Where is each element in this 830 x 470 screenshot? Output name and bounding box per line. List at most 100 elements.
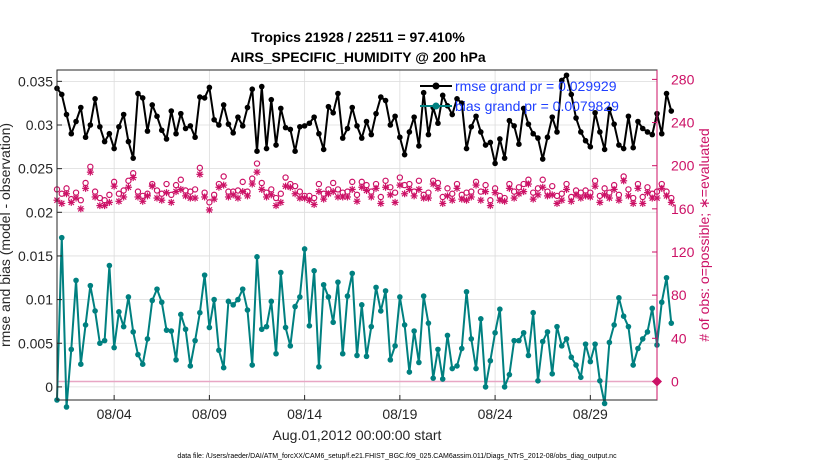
legend: rmse grand pr = 0.029929 bias grand pr =… <box>420 78 619 114</box>
evaluated-obs-marker <box>486 202 494 210</box>
evaluated-obs-stroke <box>544 192 551 199</box>
rmse-point <box>649 131 656 138</box>
bias-line <box>56 236 673 408</box>
evaluated-obs-marker <box>177 185 185 193</box>
possible-obs-marker <box>120 187 127 194</box>
rmse-point <box>325 103 332 110</box>
bias-point <box>268 298 275 305</box>
rmse-point <box>344 125 351 132</box>
bias-point <box>135 351 141 358</box>
rmse-point <box>197 94 203 100</box>
evaluated-obs-marker <box>139 197 147 205</box>
possible-obs-marker <box>415 177 423 184</box>
evaluated-obs-marker <box>396 181 404 189</box>
bias-point <box>163 327 170 333</box>
evaluated-obs-marker <box>234 194 242 202</box>
bias-point <box>392 343 398 349</box>
x-tick-label: 08/14 <box>287 406 322 422</box>
rmse-point <box>406 129 413 135</box>
evaluated-obs-marker <box>467 193 475 201</box>
evaluated-obs-stroke <box>463 197 470 204</box>
evaluated-obs-marker <box>667 198 675 206</box>
legend-bias-label: bias grand pr = 0.0079829 <box>455 98 619 114</box>
x-axis: 08/04 08/09 08/14 08/19 08/24 08/29 <box>97 395 608 422</box>
evaluated-obs-stroke <box>601 191 608 198</box>
bias-point <box>382 288 389 294</box>
evaluated-obs-stroke <box>563 186 570 193</box>
bias-point <box>644 329 651 335</box>
evaluated-obs-stroke <box>368 193 375 200</box>
bias-point <box>668 320 675 326</box>
possible-obs-marker <box>177 176 185 183</box>
rmse-point <box>192 134 198 141</box>
evaluated-obs-stroke <box>649 195 656 202</box>
rmse-point <box>216 122 222 128</box>
evaluated-obs-stroke <box>582 192 589 199</box>
rmse-point <box>473 113 479 120</box>
evaluated-obs-stroke <box>373 185 380 192</box>
evaluated-obs-marker <box>320 195 328 203</box>
possible-obs-marker <box>315 180 323 188</box>
evaluated-obs-stroke <box>458 196 465 203</box>
bias-point <box>597 377 603 384</box>
evaluated-obs-stroke <box>482 188 489 195</box>
possible-obs-marker <box>639 193 646 201</box>
evaluated-obs-marker <box>482 188 490 196</box>
evaluated-obs-stroke <box>96 202 103 209</box>
possible-obs-marker <box>549 182 556 190</box>
rmse-point <box>220 102 227 108</box>
bias-point <box>149 297 156 304</box>
evaluated-obs-stroke <box>144 192 151 199</box>
evaluated-obs-stroke <box>92 193 99 200</box>
bias-point <box>506 371 513 378</box>
evaluated-obs-stroke <box>501 198 508 205</box>
possible-obs-marker <box>272 194 280 202</box>
possible-obs-marker <box>163 180 170 188</box>
rmse-point <box>597 129 603 135</box>
rmse-point <box>482 142 489 148</box>
evaluated-obs-marker <box>524 180 532 188</box>
bias-point <box>244 307 251 313</box>
possible-obs-marker <box>106 191 113 199</box>
legend-rmse-marker <box>432 82 440 90</box>
rmse-point <box>378 94 384 100</box>
evaluated-obs-stroke <box>396 182 403 189</box>
evaluated-obs-stroke <box>606 195 613 202</box>
rmse-point <box>163 136 170 142</box>
evaluated-obs-stroke <box>344 193 351 200</box>
evaluated-obs-marker <box>277 198 285 206</box>
evaluated-obs-marker <box>229 191 237 199</box>
possible-obs-marker <box>396 174 404 181</box>
evaluated-obs-stroke <box>506 185 513 192</box>
evaluated-obs-stroke <box>296 195 303 202</box>
evaluated-obs-stroke <box>611 186 618 193</box>
evaluated-obs-marker <box>343 193 351 201</box>
evaluated-obs-marker <box>634 184 642 192</box>
evaluated-obs-stroke <box>596 199 603 206</box>
chart-title: Tropics 21928 / 22511 = 97.410% <box>251 29 465 45</box>
evaluated-obs-stroke <box>377 200 384 207</box>
rmse-point <box>625 113 632 120</box>
evaluated-obs-marker <box>120 193 128 201</box>
evaluated-obs-marker <box>353 197 361 205</box>
rmse-point <box>287 126 294 133</box>
rmse-point <box>78 104 84 111</box>
rmse-point <box>663 90 670 97</box>
bias-point <box>144 336 151 342</box>
bias-point <box>101 337 108 344</box>
rmse-point <box>539 156 546 162</box>
bias-point <box>168 328 175 334</box>
y-left-tick-label: 0.01 <box>26 292 53 308</box>
bias-point <box>158 299 165 306</box>
evaluated-obs-marker <box>529 195 537 203</box>
evaluated-obs-stroke <box>511 195 518 202</box>
rmse-point <box>244 104 251 111</box>
evaluated-obs-stroke <box>111 183 118 190</box>
bias-point <box>130 329 136 335</box>
bias-point <box>639 336 646 342</box>
evaluated-obs-stroke <box>439 200 446 207</box>
evaluated-obs-marker <box>224 193 232 201</box>
rmse-line <box>56 74 673 165</box>
bias-point <box>273 350 279 357</box>
possible-obs-marker <box>349 178 356 186</box>
